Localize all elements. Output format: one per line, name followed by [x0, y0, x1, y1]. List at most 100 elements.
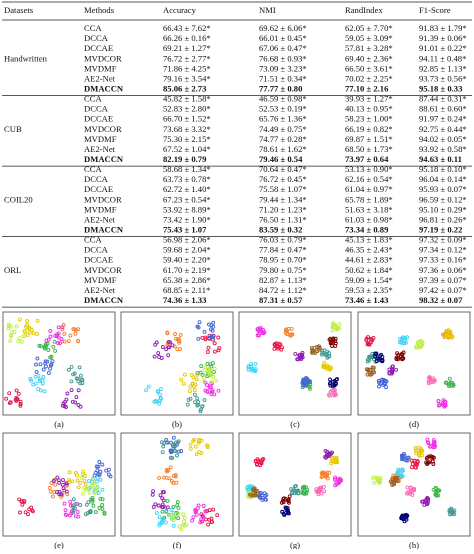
- metric-cell: 96.04 ± 0.14*: [419, 174, 467, 184]
- metric-cell: 51.63 ± 3.18*: [345, 204, 393, 214]
- scatter-dot: [88, 509, 92, 514]
- scatter-dot: [250, 366, 255, 371]
- metric-cell: 68.85 ± 2.11*: [163, 285, 210, 295]
- metric-cell: 85.06 ± 2.73: [163, 84, 206, 94]
- method-name: MVDMF: [84, 134, 117, 144]
- scatter-dot: [320, 474, 325, 479]
- scatter-dot: [175, 453, 179, 458]
- scatter-dot: [154, 399, 159, 404]
- scatter-dot: [330, 388, 335, 393]
- scatter-dot: [261, 456, 266, 461]
- scatter-dot: [202, 379, 207, 384]
- scatter-dot: [34, 362, 38, 367]
- metric-cell: 59.40 ± 2.20*: [163, 255, 211, 265]
- scatter-dot: [425, 461, 430, 466]
- scatter-dot: [258, 490, 263, 495]
- metric-cell: 40.13 ± 0.95*: [345, 104, 393, 114]
- scatter-dot: [326, 366, 331, 371]
- scatter-dot: [81, 472, 85, 477]
- scatter-dot: [59, 492, 64, 497]
- scatter-dot: [334, 327, 339, 332]
- scatter-dot: [209, 390, 214, 394]
- scatter-dot: [258, 459, 263, 464]
- scatter-dot: [203, 337, 208, 342]
- scatter-dot: [14, 388, 19, 393]
- scatter-dot: [206, 522, 211, 527]
- scatter-dot: [188, 384, 193, 389]
- scatter-dot: [260, 330, 265, 335]
- metric-cell: 71.20 ± 1.23*: [259, 204, 307, 214]
- scatter-dot: [202, 398, 207, 402]
- scatter-dot: [8, 400, 13, 405]
- metric-cell: 57.81 ± 3.28*: [345, 43, 393, 53]
- scatter-dot: [62, 404, 67, 409]
- scatter-dot: [400, 456, 405, 460]
- scatter-dot: [83, 482, 88, 487]
- scatter-dot: [61, 478, 65, 483]
- metric-cell: 53.92 ± 8.89*: [163, 204, 211, 214]
- scatter-dot: [151, 489, 156, 494]
- scatter-dot: [192, 392, 197, 397]
- scatter-dot: [434, 486, 439, 491]
- scatter-dot: [436, 399, 441, 404]
- method-name: AE2-Net: [84, 144, 116, 154]
- scatter-dot: [255, 333, 260, 338]
- scatter-dot: [449, 510, 454, 515]
- method-name: DCCAE: [84, 114, 113, 124]
- scatter-dot: [330, 384, 335, 389]
- scatter-dot: [157, 475, 161, 480]
- scatter-dot: [388, 479, 393, 484]
- scatter-dot: [51, 344, 56, 349]
- scatter-dot: [18, 399, 23, 404]
- scatter-dot: [66, 339, 71, 344]
- scatter-dot: [263, 493, 268, 498]
- scatter-dot: [324, 474, 329, 479]
- column-header: NMI: [259, 5, 276, 15]
- scatter-dot: [156, 503, 161, 508]
- scatter-dot: [405, 485, 410, 490]
- scatter-dot: [165, 505, 170, 510]
- scatter-dot: [160, 517, 165, 522]
- scatter-dot: [399, 516, 404, 520]
- scatter-dot: [89, 497, 94, 502]
- scatter-dot: [69, 379, 74, 384]
- scatter-dot: [194, 377, 199, 382]
- scatter-dot: [34, 369, 39, 374]
- scatter-dot: [76, 339, 81, 344]
- scatter-dot: [41, 367, 46, 372]
- scatter-dot: [151, 505, 156, 509]
- scatter-dot: [391, 473, 396, 478]
- scatter-dot: [394, 367, 399, 372]
- scatter-dot: [42, 346, 47, 351]
- scatter-dot: [408, 489, 413, 494]
- scatter-dot: [323, 448, 328, 453]
- scatter-dot: [165, 331, 170, 336]
- metric-cell: 73.09 ± 3.23*: [259, 63, 307, 73]
- method-name: CCA: [84, 93, 102, 103]
- scatter-dot: [452, 512, 457, 517]
- scatter-dot: [302, 491, 307, 496]
- metric-cell: 70.02 ± 2.25*: [345, 73, 393, 83]
- scatter-dot: [30, 509, 35, 514]
- scatter-dot: [329, 341, 334, 346]
- scatter-dot: [81, 491, 85, 496]
- scatter-dot: [206, 345, 211, 350]
- scatter-dot: [378, 476, 383, 481]
- scatter-dot: [106, 467, 111, 472]
- scatter-dot: [76, 388, 81, 393]
- scatter-dot: [280, 509, 285, 514]
- metric-cell: 91.01 ± 0.22*: [419, 43, 467, 53]
- scatter-dot: [199, 364, 204, 369]
- scatter-dot: [38, 377, 43, 382]
- scatter-dot: [196, 336, 201, 341]
- scatter-dot: [390, 479, 395, 484]
- scatter-dot: [195, 403, 200, 408]
- scatter-dot: [212, 341, 217, 346]
- metric-cell: 59.53 ± 2.35*: [345, 285, 393, 295]
- scatter-dot: [165, 498, 170, 503]
- scatter-dot: [420, 499, 425, 504]
- scatter-dot: [156, 390, 161, 394]
- scatter-dot: [334, 455, 339, 460]
